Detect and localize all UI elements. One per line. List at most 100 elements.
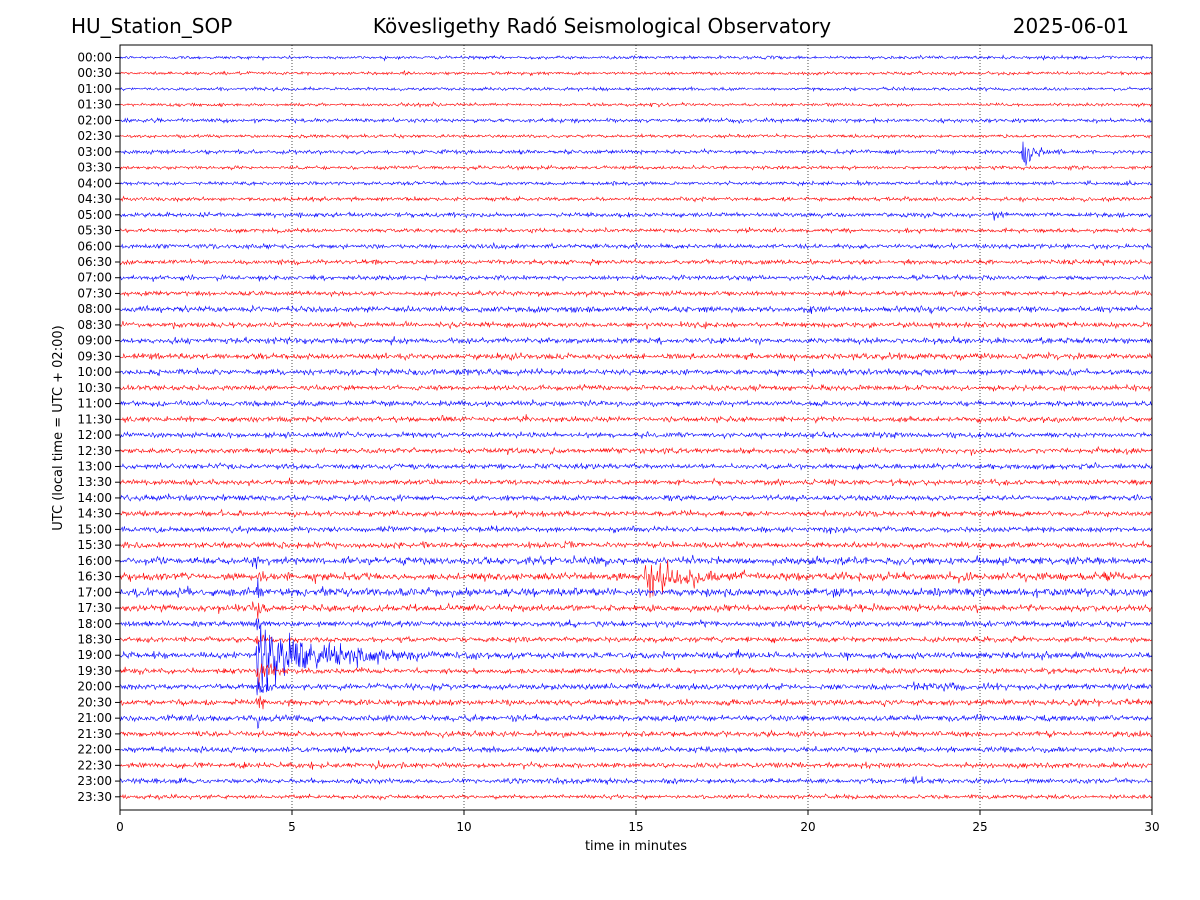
y-tick-label: 01:00 — [77, 82, 112, 96]
y-tick-label: 21:00 — [77, 711, 112, 725]
trace-1630 — [119, 559, 1153, 598]
trace-0300 — [119, 141, 1153, 166]
y-tick-label: 19:00 — [77, 648, 112, 662]
observatory-title: Kövesligethy Radó Seismological Observat… — [372, 14, 832, 38]
y-tick-label: 00:30 — [77, 66, 112, 80]
trace-1100 — [119, 398, 1153, 408]
x-tick-label: 30 — [1144, 820, 1159, 834]
y-tick-label: 05:00 — [77, 208, 112, 222]
y-tick-label: 10:00 — [77, 365, 112, 379]
trace-0700 — [119, 273, 1153, 282]
y-tick-label: 07:30 — [77, 286, 112, 300]
y-tick-label: 23:30 — [77, 790, 112, 804]
y-tick-label: 04:30 — [77, 192, 112, 206]
trace-0330 — [119, 164, 1153, 172]
trace-0000 — [119, 54, 1153, 62]
y-tick-label: 20:00 — [77, 680, 112, 694]
trace-0430 — [119, 195, 1153, 203]
y-tick-label: 08:00 — [77, 302, 112, 316]
y-tick-label: 21:30 — [77, 727, 112, 741]
trace-0200 — [119, 116, 1153, 125]
trace-0800 — [119, 304, 1153, 315]
y-tick-label: 08:30 — [77, 318, 112, 332]
y-tick-label: 11:30 — [77, 412, 112, 426]
y-tick-label: 17:30 — [77, 601, 112, 615]
y-tick-label: 23:00 — [77, 774, 112, 788]
y-tick-label: 02:00 — [77, 113, 112, 127]
y-tick-label: 02:30 — [77, 129, 112, 143]
trace-0030 — [119, 69, 1153, 77]
trace-0730 — [119, 289, 1153, 298]
y-tick-label: 12:00 — [77, 428, 112, 442]
y-tick-label: 10:30 — [77, 381, 112, 395]
trace-2200 — [119, 745, 1153, 754]
trace-2230 — [119, 760, 1153, 771]
x-tick-label: 10 — [456, 820, 471, 834]
grid-lines — [291, 45, 981, 810]
trace-1900 — [119, 623, 1153, 691]
trace-0900 — [119, 336, 1153, 346]
trace-0530 — [119, 226, 1153, 235]
x-tick-label: 0 — [116, 820, 124, 834]
y-tick-label: 18:30 — [77, 633, 112, 647]
trace-1800 — [119, 618, 1153, 631]
y-tick-label: 20:30 — [77, 695, 112, 709]
y-tick-label: 18:00 — [77, 617, 112, 631]
trace-1300 — [119, 461, 1153, 471]
trace-1500 — [119, 525, 1153, 535]
x-tick-label: 15 — [628, 820, 643, 834]
y-tick-label: 16:00 — [77, 554, 112, 568]
trace-2030 — [119, 695, 1153, 710]
seismic-traces — [119, 54, 1153, 801]
x-tick-label: 5 — [288, 820, 296, 834]
trace-1600 — [119, 554, 1153, 570]
trace-1700 — [119, 578, 1153, 599]
y-tick-label: 11:00 — [77, 397, 112, 411]
y-tick-label: 06:30 — [77, 255, 112, 269]
trace-0630 — [119, 258, 1153, 267]
trace-0830 — [119, 320, 1153, 330]
trace-0100 — [119, 85, 1153, 93]
y-axis-label: UTC (local time = UTC + 02:00) — [51, 325, 66, 530]
trace-1830 — [119, 634, 1153, 645]
y-tick-label: 00:00 — [77, 51, 112, 65]
y-tick-label: 22:30 — [77, 758, 112, 772]
y-tick-label: 04:00 — [77, 176, 112, 190]
y-tick-label: 07:00 — [77, 271, 112, 285]
y-tick-label: 06:00 — [77, 239, 112, 253]
y-tick-label: 22:00 — [77, 743, 112, 757]
trace-0230 — [119, 132, 1153, 140]
trace-1930 — [119, 663, 1153, 690]
trace-1430 — [119, 508, 1153, 519]
y-tick-label: 17:00 — [77, 585, 112, 599]
y-tick-label: 05:30 — [77, 224, 112, 238]
trace-1530 — [119, 540, 1153, 551]
trace-1230 — [119, 445, 1153, 456]
trace-0500 — [119, 211, 1153, 221]
trace-2330 — [119, 793, 1153, 801]
x-tick-label: 20 — [800, 820, 815, 834]
trace-1000 — [119, 367, 1153, 377]
x-axis-ticks: 0 5 10 15 20 25 30 — [116, 810, 1160, 834]
y-tick-label: 03:00 — [77, 145, 112, 159]
y-tick-label: 09:00 — [77, 334, 112, 348]
y-tick-label: 14:00 — [77, 491, 112, 505]
y-tick-label: 14:30 — [77, 507, 112, 521]
trace-1030 — [119, 383, 1153, 393]
y-tick-label: 09:30 — [77, 349, 112, 363]
trace-1330 — [119, 477, 1153, 487]
trace-0130 — [119, 101, 1153, 108]
trace-1400 — [119, 493, 1153, 503]
y-tick-label: 13:00 — [77, 459, 112, 473]
trace-2130 — [119, 729, 1153, 739]
y-tick-label: 13:30 — [77, 475, 112, 489]
trace-1200 — [119, 430, 1153, 440]
y-tick-label: 19:30 — [77, 664, 112, 678]
trace-2300 — [119, 775, 1153, 786]
plot-date: 2025-06-01 — [1012, 14, 1129, 38]
trace-1130 — [119, 414, 1153, 424]
y-tick-label: 15:00 — [77, 522, 112, 536]
y-tick-label: 12:30 — [77, 444, 112, 458]
